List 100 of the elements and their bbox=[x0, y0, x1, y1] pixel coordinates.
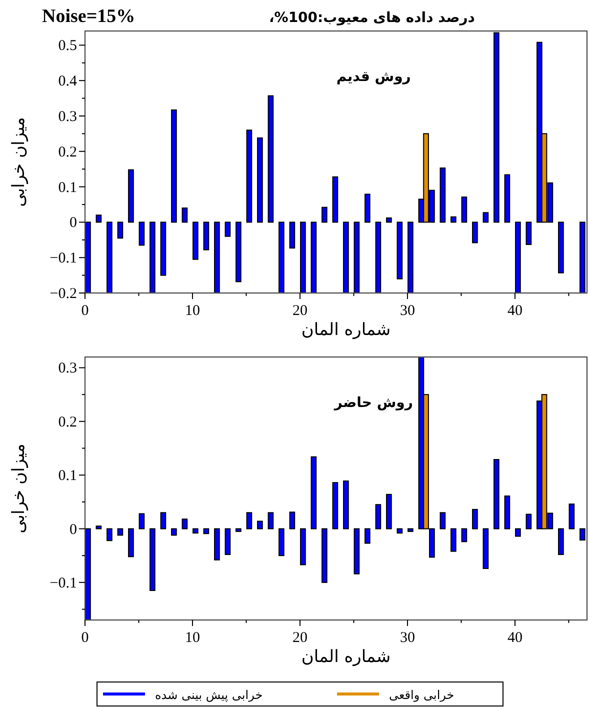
bar bbox=[450, 216, 456, 223]
y-tick-label: 0.2 bbox=[58, 144, 77, 160]
legend-label: خرابی پیش بینی شده bbox=[155, 688, 263, 702]
chart-subtitle: Noise=15% bbox=[42, 6, 136, 27]
bar bbox=[504, 496, 510, 530]
bar bbox=[96, 214, 102, 223]
bar bbox=[192, 528, 198, 534]
x-tick-label: 0 bbox=[81, 630, 89, 646]
bar bbox=[440, 512, 446, 530]
y-tick-label: −0.1 bbox=[50, 250, 77, 267]
bar bbox=[472, 222, 478, 244]
bar bbox=[322, 528, 328, 583]
bar bbox=[396, 222, 403, 280]
bar bbox=[246, 512, 252, 530]
y-tick-label: 0.3 bbox=[58, 360, 77, 377]
bar bbox=[246, 130, 252, 223]
bar bbox=[526, 514, 532, 530]
bar bbox=[558, 528, 564, 556]
x-tick-label: 40 bbox=[507, 303, 522, 319]
bar bbox=[494, 32, 500, 223]
bar bbox=[171, 109, 177, 223]
bar bbox=[278, 528, 284, 556]
bar bbox=[106, 222, 112, 294]
y-tick-label: 0.1 bbox=[58, 180, 77, 196]
bar bbox=[354, 528, 360, 574]
bar bbox=[224, 222, 231, 237]
bar bbox=[386, 494, 392, 530]
y-tick-label: −0.1 bbox=[50, 575, 77, 592]
bar bbox=[236, 222, 242, 282]
bar bbox=[332, 482, 338, 530]
bar bbox=[354, 222, 360, 294]
y-tick-label: 0 bbox=[70, 215, 77, 232]
bar bbox=[482, 528, 489, 569]
annotation: روش قدیم bbox=[336, 69, 411, 85]
bar bbox=[203, 222, 210, 250]
bar bbox=[440, 168, 446, 223]
bar bbox=[461, 528, 468, 542]
x-tick-label: 10 bbox=[184, 630, 200, 646]
bar bbox=[494, 459, 500, 530]
bar bbox=[526, 222, 532, 245]
bar bbox=[343, 480, 349, 530]
bar bbox=[268, 512, 274, 530]
bar bbox=[375, 222, 382, 294]
bar bbox=[504, 174, 510, 223]
bar bbox=[203, 528, 210, 534]
bar bbox=[257, 520, 263, 530]
bar bbox=[117, 222, 124, 239]
bar bbox=[580, 222, 586, 294]
bar bbox=[515, 528, 521, 537]
x-tick-label: 30 bbox=[400, 630, 415, 646]
bar bbox=[386, 217, 392, 223]
y-tick-label: −0.2 bbox=[50, 286, 77, 302]
bar bbox=[364, 194, 370, 223]
bar bbox=[138, 222, 145, 246]
y-axis-title: میزان خرابی bbox=[9, 444, 29, 534]
x-tick-label: 30 bbox=[400, 303, 415, 319]
bar bbox=[214, 528, 220, 560]
x-tick-label: 40 bbox=[507, 630, 522, 646]
bar bbox=[396, 528, 403, 534]
bar bbox=[364, 528, 370, 544]
bar bbox=[192, 222, 198, 260]
bar bbox=[482, 212, 489, 223]
bar bbox=[408, 528, 414, 532]
bar bbox=[128, 528, 134, 558]
bar bbox=[182, 518, 188, 530]
bar bbox=[182, 208, 188, 223]
bar bbox=[160, 222, 166, 276]
bar bbox=[310, 222, 317, 294]
bar bbox=[568, 504, 575, 530]
x-tick-label: 20 bbox=[292, 303, 308, 319]
y-tick-label: 0.5 bbox=[58, 38, 77, 54]
y-tick-label: 0.3 bbox=[58, 108, 77, 125]
bar bbox=[257, 137, 263, 223]
y-tick-label: 0.2 bbox=[58, 414, 77, 430]
bar bbox=[343, 222, 349, 294]
y-axis-title: میزان خرابی bbox=[9, 117, 29, 207]
bar bbox=[96, 526, 102, 530]
bar bbox=[472, 508, 478, 530]
bar bbox=[106, 528, 112, 542]
bar bbox=[214, 222, 220, 294]
bar bbox=[278, 222, 284, 294]
bar bbox=[268, 95, 274, 223]
x-tick-label: 0 bbox=[81, 303, 89, 319]
bar bbox=[461, 196, 468, 223]
x-axis-title: شماره المان bbox=[301, 320, 391, 340]
bar bbox=[128, 169, 134, 223]
y-tick-label: 0.1 bbox=[58, 468, 77, 484]
x-tick-label: 10 bbox=[184, 303, 200, 319]
bar bbox=[138, 513, 145, 530]
bar bbox=[450, 528, 456, 552]
bar bbox=[224, 528, 231, 556]
x-axis-title: شماره المان bbox=[301, 647, 391, 667]
bar bbox=[160, 512, 166, 530]
bar bbox=[300, 528, 306, 566]
bar bbox=[117, 528, 124, 536]
chart-title: درصد داده های معیوب:100%، bbox=[268, 10, 475, 26]
annotation: روش حاضر bbox=[333, 395, 413, 411]
bar bbox=[558, 222, 564, 274]
bar bbox=[375, 504, 382, 530]
bar bbox=[332, 176, 338, 223]
